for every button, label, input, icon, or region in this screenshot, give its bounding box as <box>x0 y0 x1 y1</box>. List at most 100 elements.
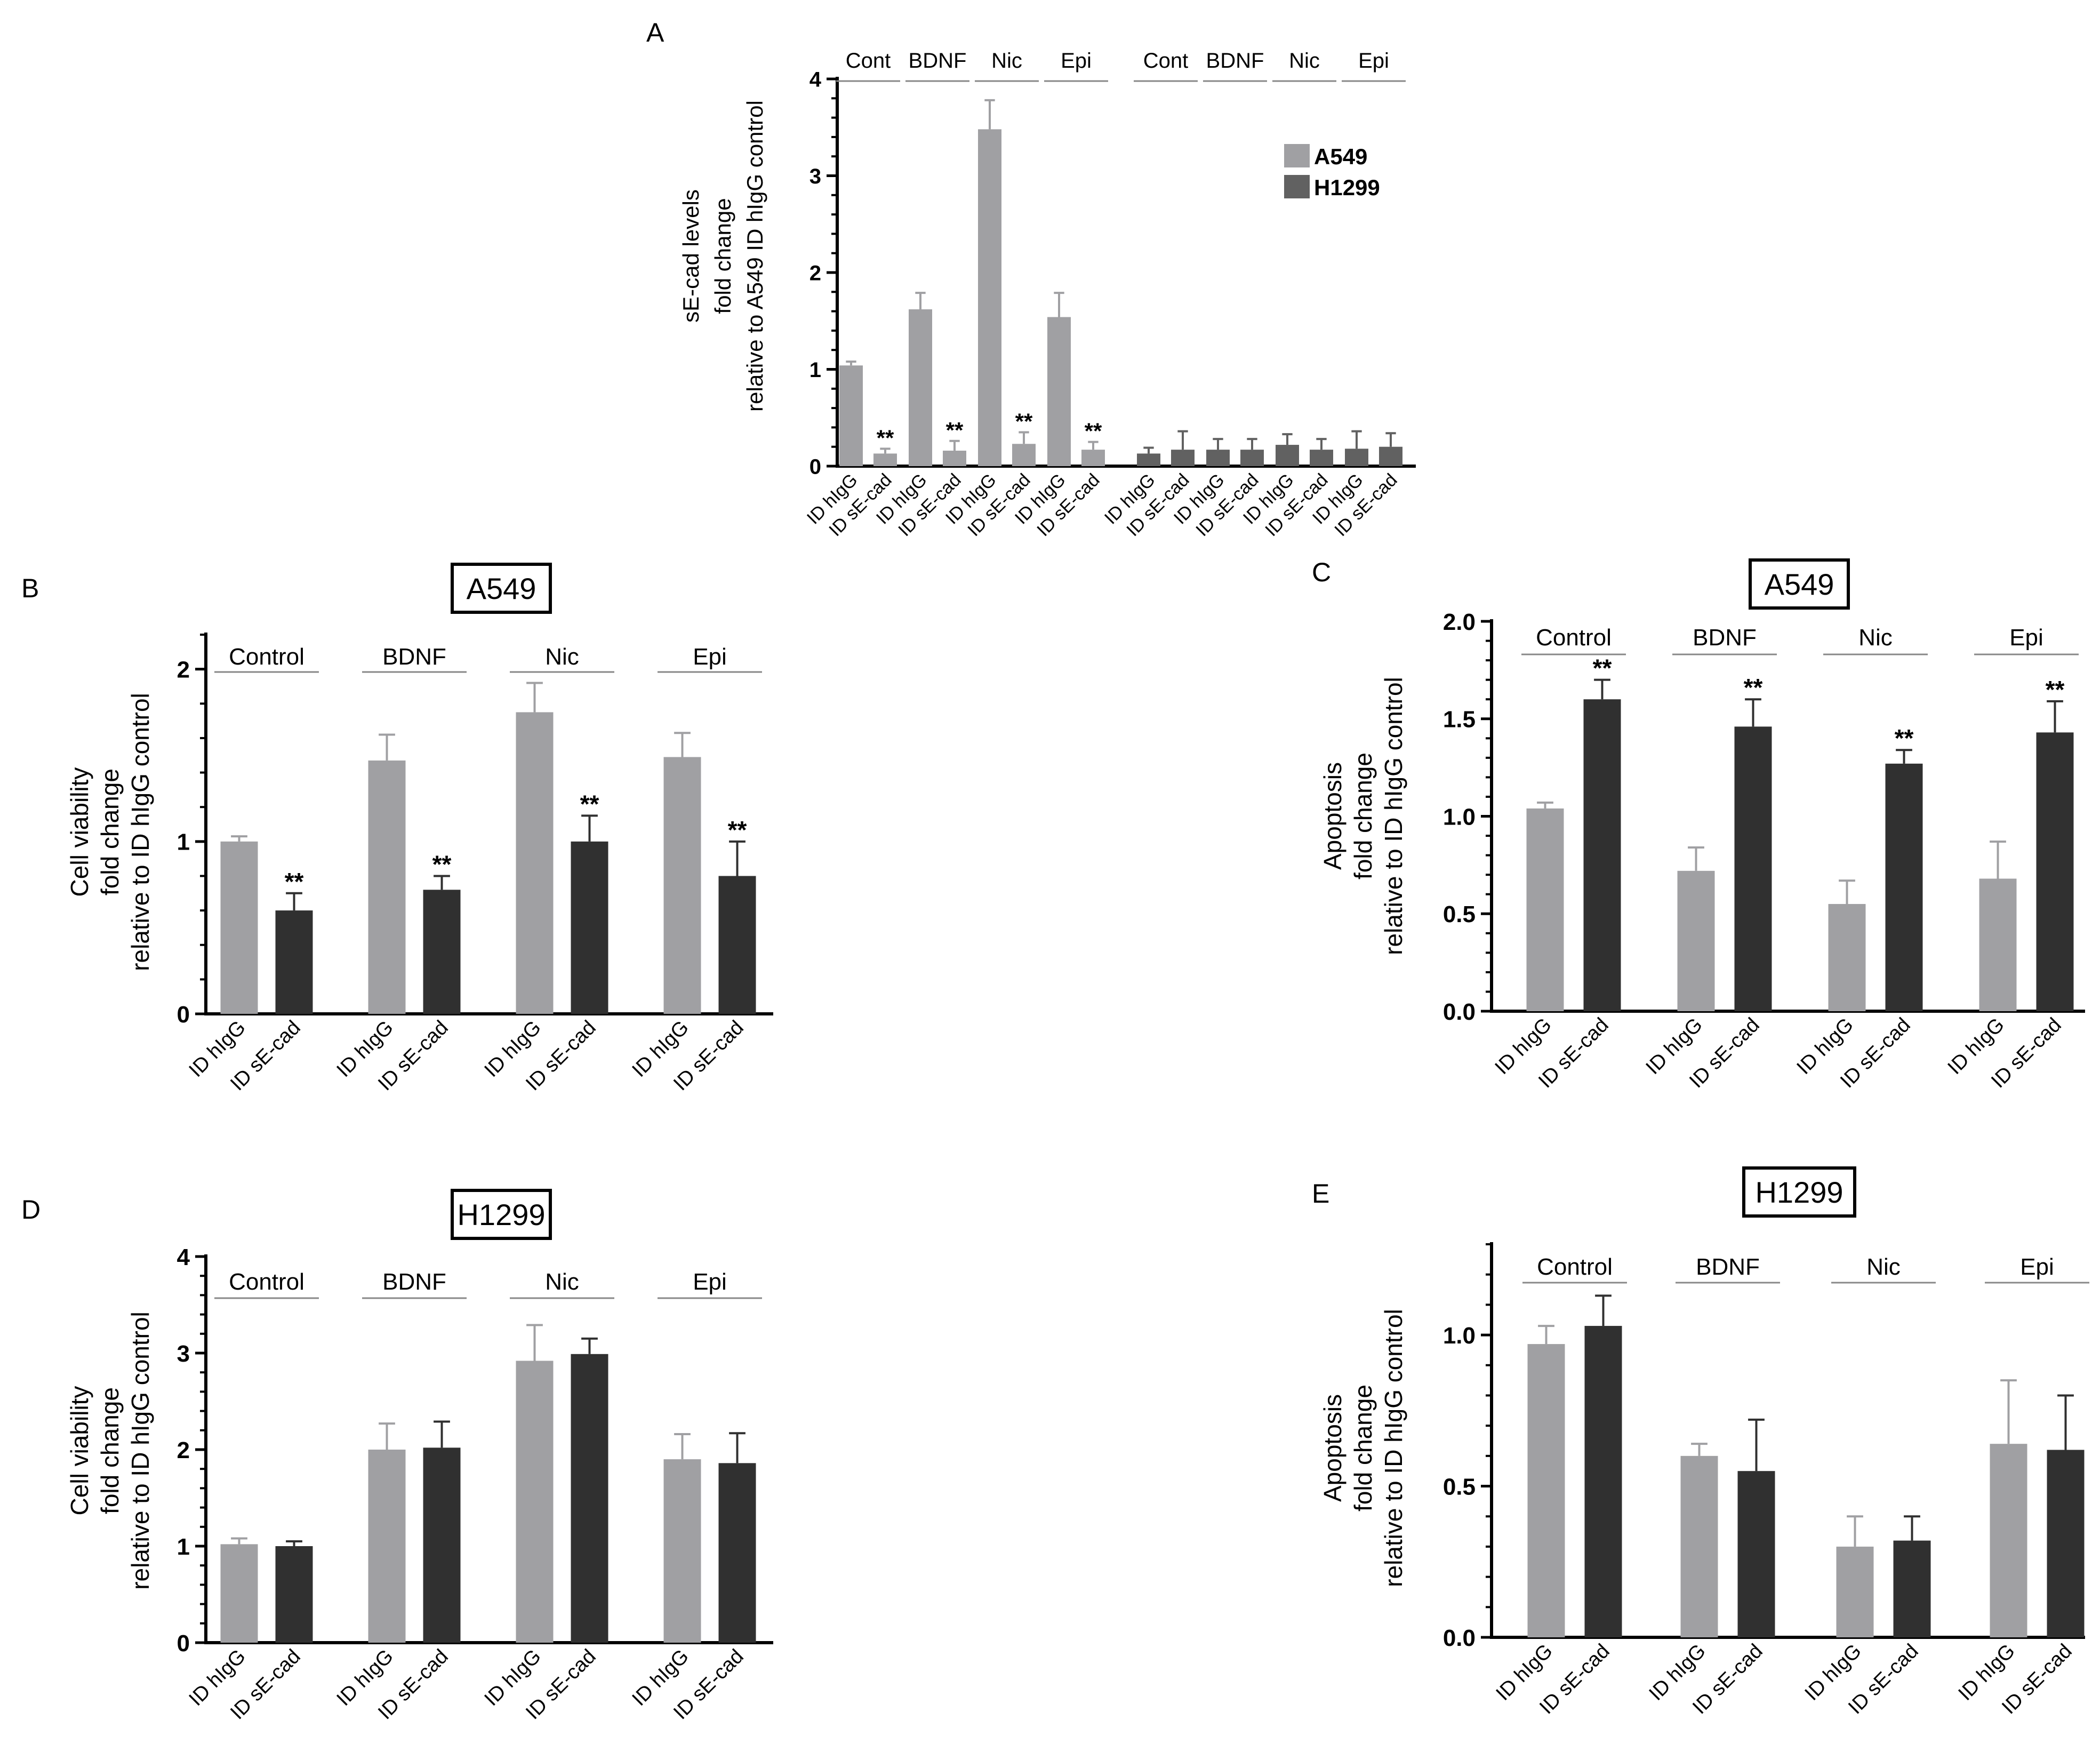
group-label: Control <box>229 1269 304 1295</box>
significance-stars: ** <box>580 790 599 818</box>
y-axis-label: Apoptosis <box>1319 1394 1346 1502</box>
bar <box>1345 449 1368 466</box>
group-label: Control <box>229 644 304 670</box>
bar <box>1206 450 1230 466</box>
y-tick-label: 2 <box>809 261 821 285</box>
panel-c: C A549 0.0 0.5 1.0 1.5 2.0 Apoptosis fold change… <box>1312 557 2085 1092</box>
significance-stars: ** <box>1015 409 1033 434</box>
y-tick-label: 1.0 <box>1443 804 1476 830</box>
group-label: Epi <box>1061 49 1092 73</box>
panel-letter: D <box>21 1195 41 1225</box>
group-label: Epi <box>693 1269 727 1295</box>
y-axis-label: Cell viability <box>66 1386 93 1516</box>
bar <box>571 1354 608 1643</box>
y-axis-label: fold change <box>96 1387 124 1514</box>
group-label: BDNF <box>1693 625 1757 651</box>
group-label: Nic <box>1866 1254 1901 1280</box>
group-label: Epi <box>693 644 727 670</box>
y-tick-label: 1 <box>177 1534 190 1560</box>
bar <box>1526 808 1564 1011</box>
bar <box>1310 450 1333 466</box>
group-label: Control <box>1537 1254 1613 1280</box>
bar <box>368 760 406 1014</box>
group-label: Control <box>1536 625 1612 651</box>
title-box <box>451 563 552 614</box>
bar <box>1379 446 1402 466</box>
group-label: Epi <box>2009 625 2043 651</box>
bar <box>1979 878 2017 1011</box>
significance-stars: ** <box>1593 654 1612 682</box>
bar <box>1828 903 1866 1011</box>
title-box <box>1749 558 1850 610</box>
significance-stars: ** <box>432 850 452 878</box>
y-axis-label: Apoptosis <box>1319 762 1346 870</box>
boxed-title: A549 <box>1765 567 1834 601</box>
y-tick-label: 0 <box>809 455 821 478</box>
bar <box>1584 1326 1622 1637</box>
bar <box>1885 763 1923 1011</box>
bar <box>1012 444 1036 466</box>
y-tick-label: 0 <box>177 1630 190 1657</box>
bar <box>1990 1444 2027 1637</box>
y-tick-label: 4 <box>177 1244 190 1270</box>
group-label: Nic <box>545 644 579 670</box>
bar <box>1583 699 1621 1011</box>
legend-swatch <box>1284 175 1310 198</box>
title-box <box>1742 1166 1856 1218</box>
significance-stars: ** <box>2046 676 2065 703</box>
bar <box>423 1447 461 1643</box>
bar <box>663 1459 701 1643</box>
y-axis-label: relative to ID hIgG control <box>126 693 154 971</box>
bar <box>1240 450 1264 466</box>
bar <box>1276 445 1299 466</box>
bar <box>663 757 701 1014</box>
y-tick-label: 3 <box>177 1341 190 1367</box>
group-label: BDNF <box>1696 1254 1760 1280</box>
y-tick-label: 2 <box>177 1437 190 1463</box>
bar <box>718 1463 756 1643</box>
significance-stars: ** <box>1744 674 1763 701</box>
bar <box>978 129 1001 466</box>
bar <box>1527 1344 1565 1637</box>
y-tick-label: 1 <box>177 829 190 855</box>
bar <box>2047 1450 2085 1637</box>
significance-stars: ** <box>1895 724 1914 752</box>
panel-a: A 0 1 2 3 4 sE-cad levels fold change relative t… <box>646 18 1416 540</box>
panel-letter: E <box>1312 1179 1329 1209</box>
bar <box>1171 450 1195 466</box>
group-label: BDNF <box>909 49 967 73</box>
y-axis-label: relative to ID hIgG control <box>1380 677 1407 955</box>
group-label: BDNF <box>1206 49 1264 73</box>
panel-b: B A549 0 1 2 Cell viability fold change relativ… <box>21 563 773 1095</box>
bar <box>873 453 897 466</box>
significance-stars: ** <box>946 418 964 443</box>
bar <box>1737 1471 1775 1637</box>
group-label: Cont <box>1143 49 1189 73</box>
y-tick-label: 3 <box>809 165 821 188</box>
group-label: Epi <box>2020 1254 2054 1280</box>
group-label: BDNF <box>382 644 446 670</box>
bar <box>275 910 313 1014</box>
y-axis-label: fold change <box>96 769 124 895</box>
bar <box>571 841 608 1014</box>
boxed-title: A549 <box>467 572 536 605</box>
y-tick-label: 2 <box>177 657 190 683</box>
bar <box>1137 453 1160 466</box>
bar <box>2036 732 2074 1011</box>
y-tick-label: 0.5 <box>1443 901 1476 927</box>
group-label: Nic <box>545 1269 579 1295</box>
bar <box>943 450 966 466</box>
legend-label: H1299 <box>1314 175 1380 200</box>
y-axis-label: fold change <box>710 198 735 314</box>
y-tick-label: 0 <box>177 1002 190 1028</box>
group-label: BDNF <box>382 1269 446 1295</box>
group-label: Nic <box>1289 49 1320 73</box>
y-axis-label: relative to ID hIgG control <box>126 1311 154 1590</box>
panel-letter: C <box>1312 557 1331 587</box>
panel-e: E H1299 0.0 0.5 1.0 Apoptosis fold change relat… <box>1312 1166 2089 1718</box>
group-label: Epi <box>1358 49 1389 73</box>
panel-d: D H1299 0 1 2 3 4 Cell viability fold change rela… <box>21 1189 773 1724</box>
y-axis-label: fold change <box>1349 753 1377 879</box>
group-label: Cont <box>846 49 891 73</box>
